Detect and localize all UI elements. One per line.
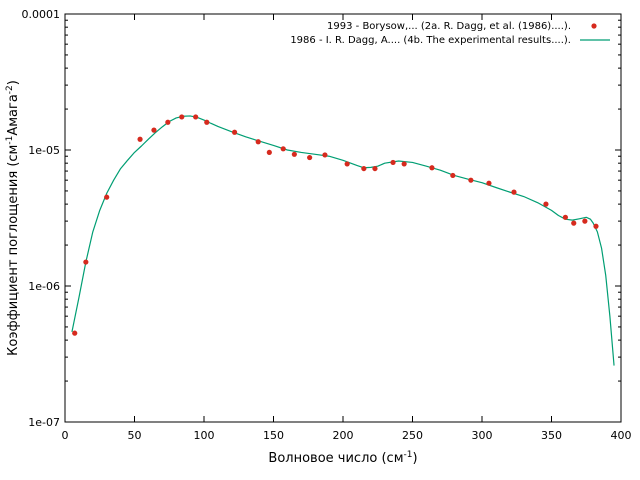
tick-labels: 0 50 100 150 200 250 300 350 400 1e-07 1e-06 1e-05 0…	[22, 8, 632, 442]
axes	[64, 13, 622, 423]
data-point	[511, 189, 517, 195]
x-tick-label: 0	[62, 429, 69, 442]
y-axis-label-sup1: -1	[5, 136, 15, 145]
data-point	[72, 330, 78, 336]
data-point	[344, 161, 350, 167]
data-point	[543, 201, 549, 207]
data-point	[231, 129, 238, 135]
data-point	[193, 114, 199, 120]
data-point	[179, 114, 185, 120]
data-point	[137, 136, 143, 142]
y-axis-label-sup2: -2	[5, 85, 15, 94]
data-point	[204, 119, 210, 125]
y-axis-label: Коэффициент поглощения (см-1Амага-2)	[5, 80, 21, 356]
x-tick-label: 350	[541, 429, 562, 442]
data-point	[255, 139, 261, 145]
legend-marker-points	[591, 23, 597, 29]
x-tick-label: 300	[472, 429, 493, 442]
data-point	[165, 119, 171, 125]
data-point	[593, 223, 599, 229]
legend-label-points: 1993 - Borysow,... (2a. R. Dagg, et al. …	[327, 21, 571, 32]
x-axis-label: Волновое число (см-1)	[268, 450, 417, 466]
data-point	[571, 220, 577, 226]
x-axis-label-main: Волновое число (см	[268, 451, 403, 466]
data-point	[562, 214, 569, 220]
y-tick-label: 0.0001	[22, 8, 61, 21]
x-axis-label-tail: )	[412, 451, 417, 466]
data-point	[450, 172, 456, 179]
y-tick-label: 1e-06	[28, 280, 60, 293]
data-point	[307, 154, 313, 161]
y-axis-label-tail: )	[6, 80, 21, 85]
y-axis-label-part1: Коэффициент поглощения (см	[6, 145, 21, 356]
x-tick-label: 400	[611, 429, 632, 442]
data-point	[486, 180, 492, 186]
data-point	[361, 165, 367, 172]
data-point	[582, 218, 588, 224]
x-tick-label: 250	[402, 429, 423, 442]
x-axis-label-sup: -1	[404, 450, 413, 460]
ticks	[64, 13, 622, 423]
legend-label-line: 1986 - I. R. Dagg, A.... (4b. The experi…	[290, 35, 571, 46]
series-points-group	[72, 114, 599, 336]
data-point	[468, 177, 474, 183]
data-point	[151, 127, 157, 133]
data-point	[266, 149, 272, 156]
legend: 1993 - Borysow,... (2a. R. Dagg, et al. …	[290, 21, 610, 46]
data-point	[280, 146, 286, 152]
data-point	[372, 165, 378, 172]
data-point	[322, 152, 328, 158]
plot-frame	[64, 13, 622, 423]
series-line	[71, 115, 615, 366]
data-point	[429, 165, 435, 171]
x-tick-label: 50	[128, 429, 142, 442]
series-line-group	[71, 115, 615, 366]
y-tick-label: 1e-07	[28, 416, 60, 429]
data-point	[401, 161, 407, 167]
x-tick-label: 200	[333, 429, 354, 442]
data-point	[291, 151, 297, 157]
y-axis-label-part2: Амага	[6, 94, 21, 135]
data-point	[83, 259, 89, 265]
x-tick-label: 100	[194, 429, 215, 442]
data-point	[390, 159, 396, 166]
data-point	[104, 194, 110, 200]
y-tick-label: 1e-05	[28, 144, 60, 157]
x-tick-label: 150	[263, 429, 284, 442]
